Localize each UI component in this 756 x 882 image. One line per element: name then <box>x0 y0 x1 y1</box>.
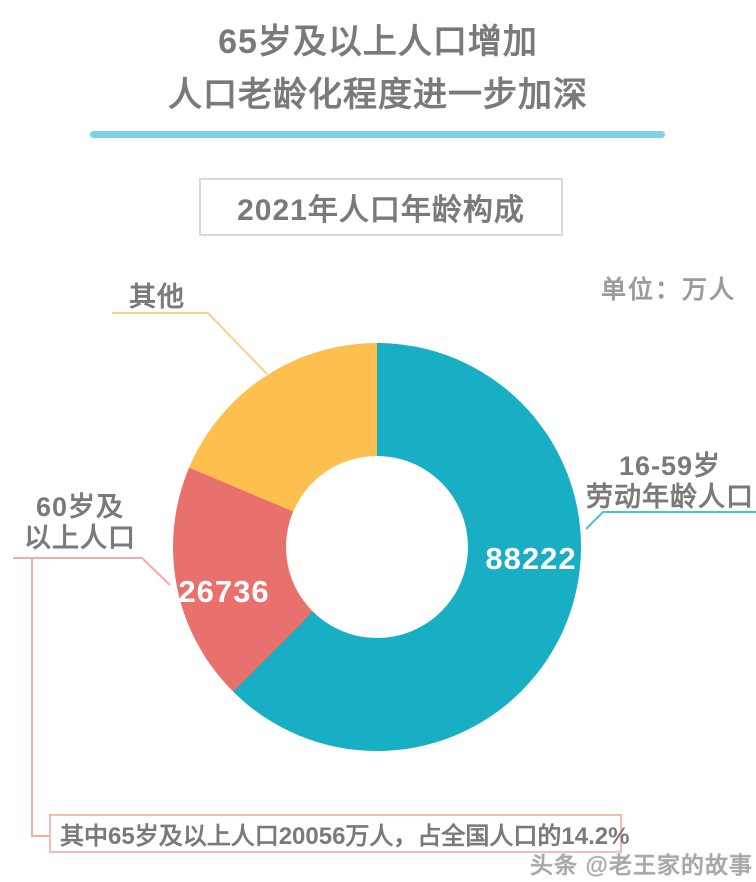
slice-label-working-line1: 16-59岁 <box>618 451 722 481</box>
callout-line-other <box>112 312 268 375</box>
page-title-line2: 人口老龄化程度进一步加深 <box>168 75 588 114</box>
annotation-text: 其中65岁及以上人口20056万人，占全国人口的14.2% <box>60 823 630 850</box>
watermark: 头条 @老王家的故事 <box>530 852 753 878</box>
chart-title-box: 2021年人口年龄构成 <box>199 178 563 236</box>
title-underline-rule <box>90 131 665 138</box>
slice-label-other: 其他 <box>129 282 185 312</box>
page-title-line1: 65岁及以上人口增加 <box>218 23 538 61</box>
slice-label-elder: 60岁及 以上人口 <box>18 492 142 554</box>
callout-line-working <box>585 511 756 530</box>
slice-label-working-line2: 劳动年龄人口 <box>586 482 754 513</box>
donut-hole <box>286 456 468 638</box>
slice-label-working-age: 16-59岁 劳动年龄人口 <box>586 451 754 513</box>
slice-label-elder-line2: 以上人口 <box>24 523 136 554</box>
donut-chart <box>173 343 581 751</box>
page-title: 65岁及以上人口增加 人口老龄化程度进一步加深 <box>0 16 756 121</box>
callout-line-elder-to-note <box>31 558 49 837</box>
slice-value-elder: 26736 <box>178 574 270 609</box>
slice-value-working-age: 88222 <box>485 541 577 576</box>
callout-line-elder <box>13 557 171 586</box>
unit-label: 单位：万人 <box>600 276 736 304</box>
annotation-box: 其中65岁及以上人口20056万人，占全国人口的14.2% <box>49 814 629 853</box>
slice-label-elder-line1: 60岁及 <box>35 492 125 522</box>
chart-title-text: 2021年人口年龄构成 <box>237 194 525 227</box>
